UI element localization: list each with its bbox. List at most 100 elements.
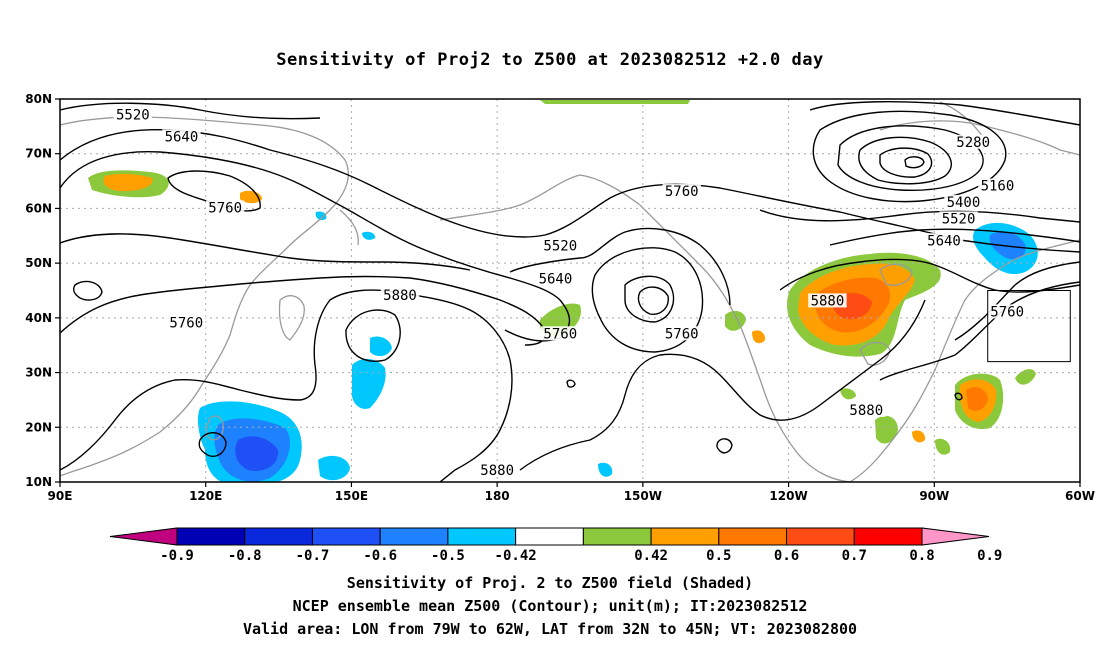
colorbar-label: -0.7: [296, 548, 330, 564]
contour-line-5640: [60, 151, 571, 342]
negative-sensitivity-area: [362, 231, 376, 240]
negative-sensitivity-area: [315, 211, 327, 221]
contour-labels: 5520 5640 5760 5760 5880 5520 5640 5760 5760 5760…: [113, 107, 1027, 479]
contour-line: [779, 258, 1080, 293]
contour-label-bg: [953, 134, 993, 149]
caption-line-1: Sensitivity of Proj. 2 to Z500 field (Sh…: [346, 574, 754, 592]
colorbar-label: 0.8: [909, 548, 934, 564]
contour-line: [519, 299, 926, 471]
lon-tick-label: 150E: [335, 489, 368, 503]
contour-label-bg: [662, 326, 701, 341]
contour-label: 5760: [543, 326, 577, 342]
contour-label-bg: [847, 402, 886, 417]
negative-sensitivity-area: [598, 462, 613, 477]
contour-line-closed: [624, 275, 675, 323]
contour-line: [954, 261, 1080, 341]
contour-label-bg: [978, 178, 1017, 193]
colorbar-segment: [718, 527, 788, 546]
arctic-coast: [879, 120, 1080, 156]
contour-label-bg: [987, 304, 1027, 319]
contour-label: 5880: [811, 293, 845, 309]
colorbar-extend-left: [109, 527, 178, 546]
contour-label: 5640: [165, 129, 199, 145]
colorbar-label: 0.6: [774, 548, 799, 564]
colorbar-label: 0.42: [634, 548, 668, 564]
contour-line-5400: [759, 209, 1080, 223]
colorbar-segment: [853, 527, 923, 546]
contour-label-bg: [541, 238, 580, 253]
lat-tick-label: 80N: [25, 92, 52, 106]
colorbar-label: -0.6: [363, 548, 397, 564]
positive-sensitivity-area: [1015, 369, 1036, 385]
colorbar: -0.9 -0.8 -0.7 -0.6 -0.5 -0.42 0.42 0.5 0.6 0.7 0.…: [109, 527, 1002, 564]
contour-line: [809, 101, 1080, 126]
positive-sensitivity-area: [966, 387, 988, 411]
colorbar-segment: [244, 527, 313, 546]
contour-label: 5640: [539, 272, 573, 288]
positive-sensitivity-area: [875, 415, 898, 444]
negative-sensitivity-area: [235, 436, 279, 472]
plot-frame: [59, 98, 1081, 483]
contour-label: 5520: [116, 107, 150, 123]
colorbar-label: -0.8: [228, 548, 262, 564]
kamchatka-coast: [339, 209, 359, 246]
lat-tick-label: 50N: [25, 256, 52, 270]
lat-tick-label: 60N: [25, 201, 52, 215]
contour-label-bg: [808, 293, 847, 308]
contour-label-bg: [205, 200, 245, 215]
colorbar-segment: [176, 527, 246, 546]
lat-tick-label: 70N: [25, 147, 52, 161]
contour-line: [60, 233, 471, 271]
contour-line-5760: [60, 275, 547, 346]
positive-sensitivity-area: [752, 330, 766, 344]
positive-sensitivity-area: [935, 438, 951, 455]
contour-label: 5400: [947, 195, 981, 211]
contour-line-closed: [345, 309, 401, 362]
lon-tick-label: 180: [485, 489, 510, 503]
colorbar-segment: [311, 527, 381, 546]
caption-line-3: Valid area: LON from 79W to 62W, LAT fro…: [242, 620, 858, 638]
contour-label: 5760: [169, 315, 203, 331]
contour-label-bg: [541, 326, 580, 341]
contour-label-bg: [477, 463, 517, 478]
contour-line-5880: [60, 289, 513, 482]
colorbar-segment: [582, 527, 652, 546]
contour-line-closed: [954, 392, 963, 401]
positive-sensitivity-area: [540, 100, 690, 104]
chart-title: Sensitivity of Proj2 to Z500 at 20230825…: [276, 50, 824, 70]
contour-line-closed: [167, 170, 261, 212]
contour-label: 5880: [383, 288, 417, 304]
contour-label-bg: [939, 211, 978, 226]
negative-sensitivity-area: [318, 455, 350, 481]
colorbar-segment: [786, 527, 855, 546]
contour-line: [879, 281, 1080, 381]
lon-tick-label: 90W: [919, 489, 949, 503]
contour-label: 5760: [990, 304, 1024, 320]
contour-label-bg: [944, 194, 983, 209]
contour-line-closed: [716, 438, 733, 454]
contour-label: 5160: [981, 179, 1015, 195]
colorbar-label: -0.42: [495, 548, 537, 564]
contour-label-bg: [162, 129, 201, 144]
positive-sensitivity-area: [103, 173, 153, 192]
shaded-sensitivity-layer: [88, 100, 1038, 482]
contour-line-closed: [198, 432, 227, 458]
contour-label-bg: [380, 287, 420, 302]
negative-sensitivity-area: [351, 358, 386, 409]
japan-coast: [278, 295, 305, 341]
contour-label: 5640: [927, 233, 961, 249]
north-america-east-coast: [849, 239, 1080, 482]
colorbar-label: 0.9: [977, 548, 1002, 564]
contour-label: 5280: [956, 135, 990, 151]
contour-label-bg: [662, 184, 701, 199]
contour-label: 5520: [942, 211, 976, 227]
positive-sensitivity-area: [912, 430, 926, 443]
contour-line-closed-5160: [879, 147, 933, 178]
caption-line-2: NCEP ensemble mean Z500 (Contour); unit(…: [292, 597, 808, 615]
contour-label: 5520: [543, 239, 577, 255]
contour-line: [509, 227, 731, 306]
colorbar-label: -0.9: [160, 548, 194, 564]
valid-area-box: [987, 290, 1071, 363]
contour-label-bg: [536, 271, 575, 286]
